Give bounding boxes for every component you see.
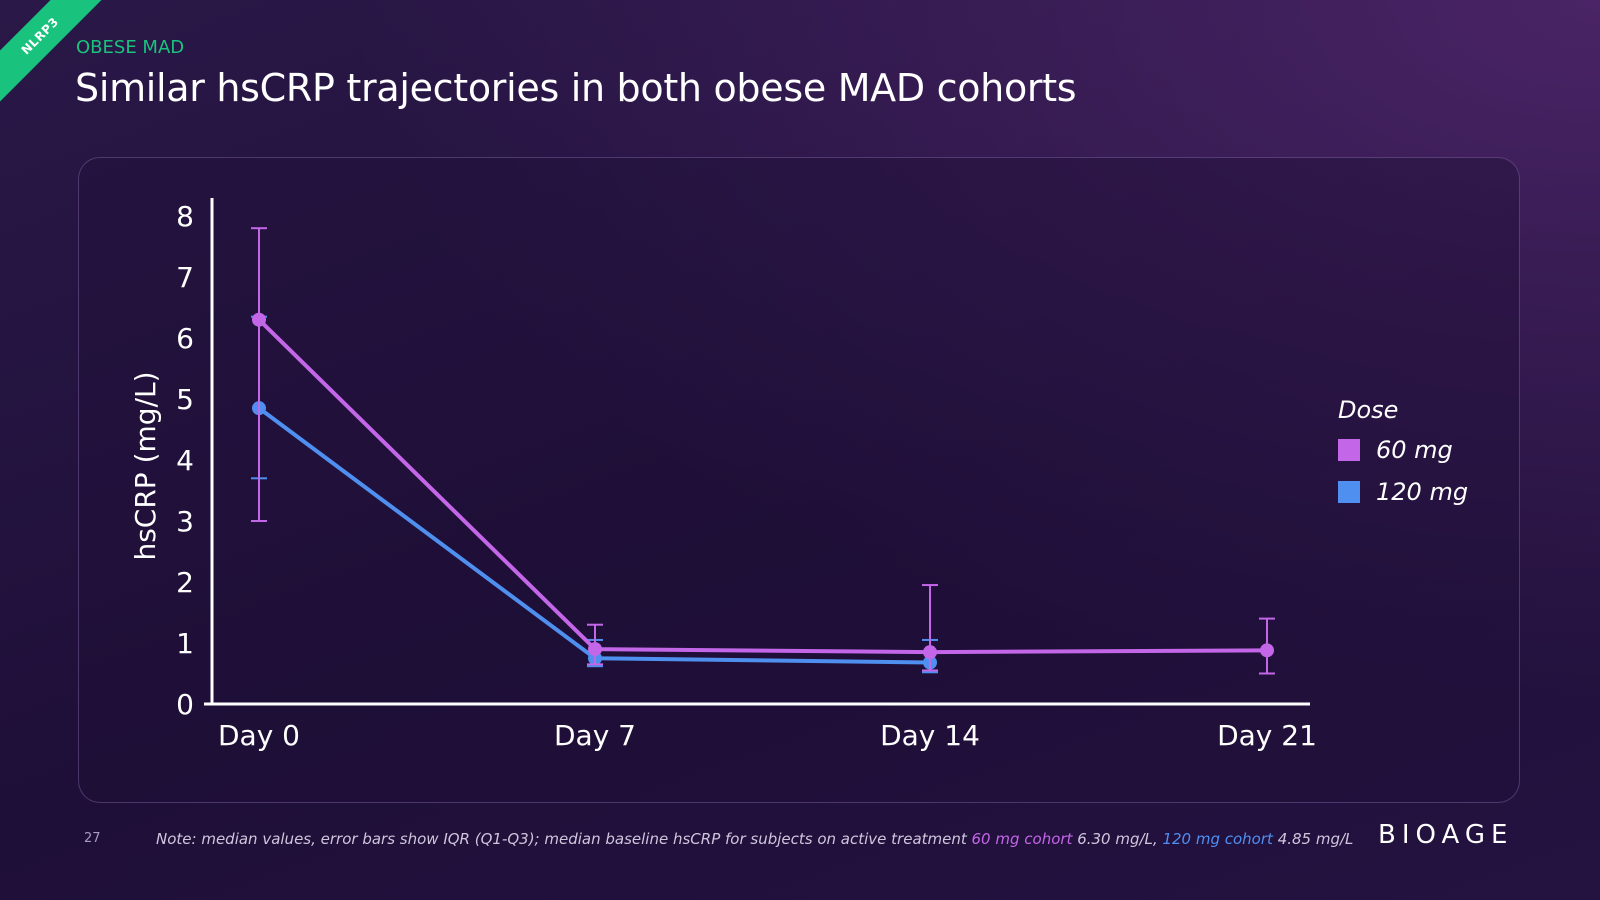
y-tick-label: 7 <box>176 261 194 294</box>
y-tick-label: 6 <box>176 322 194 355</box>
y-axis-label: hsCRP (mg/L) <box>129 371 162 560</box>
footnote-120mg-value: 4.85 mg/L <box>1272 830 1354 848</box>
footnote: Note: median values, error bars show IQR… <box>156 830 1353 848</box>
chart-panel <box>78 157 1520 803</box>
legend-swatch-60mg <box>1338 439 1360 461</box>
legend-item-120mg: 120 mg <box>1338 478 1468 506</box>
footnote-60mg-value: 6.30 mg/L, <box>1072 830 1163 848</box>
series-line-60mg <box>257 318 1268 655</box>
legend: Dose 60 mg 120 mg <box>1338 396 1468 520</box>
data-point-60mg <box>923 645 937 660</box>
y-tick-label: 0 <box>176 688 194 721</box>
y-tick-label: 1 <box>176 627 194 660</box>
y-tick-label: 4 <box>176 444 194 477</box>
data-point-60mg <box>1260 643 1274 658</box>
footnote-prefix: Note: median values, error bars show IQR… <box>156 830 972 848</box>
data-point-60mg <box>252 312 266 327</box>
x-tick-label: Day 21 <box>1217 719 1317 752</box>
footnote-60mg-label: 60 mg cohort <box>971 830 1073 848</box>
y-tick-label: 8 <box>176 200 194 233</box>
legend-item-60mg: 60 mg <box>1338 436 1468 464</box>
x-tick-label: Day 14 <box>880 719 980 752</box>
data-point-60mg <box>588 642 602 657</box>
legend-title: Dose <box>1338 396 1399 424</box>
y-tick-label: 3 <box>176 505 194 538</box>
section-eyebrow: OBESE MAD <box>76 37 185 58</box>
slide-title: Similar hsCRP trajectories in both obese… <box>75 66 1077 110</box>
footnote-120mg-label: 120 mg cohort <box>1162 830 1273 848</box>
y-tick-label: 5 <box>176 383 194 416</box>
legend-label-120mg: 120 mg <box>1376 478 1469 506</box>
x-tick-label: Day 0 <box>218 719 300 752</box>
bioage-logo: BIOAGE <box>1378 820 1514 850</box>
y-tick-label: 2 <box>176 566 194 599</box>
legend-swatch-120mg <box>1338 481 1360 503</box>
slide-number: 27 <box>84 831 101 846</box>
x-tick-label: Day 7 <box>554 719 636 752</box>
legend-label-60mg: 60 mg <box>1376 436 1453 464</box>
